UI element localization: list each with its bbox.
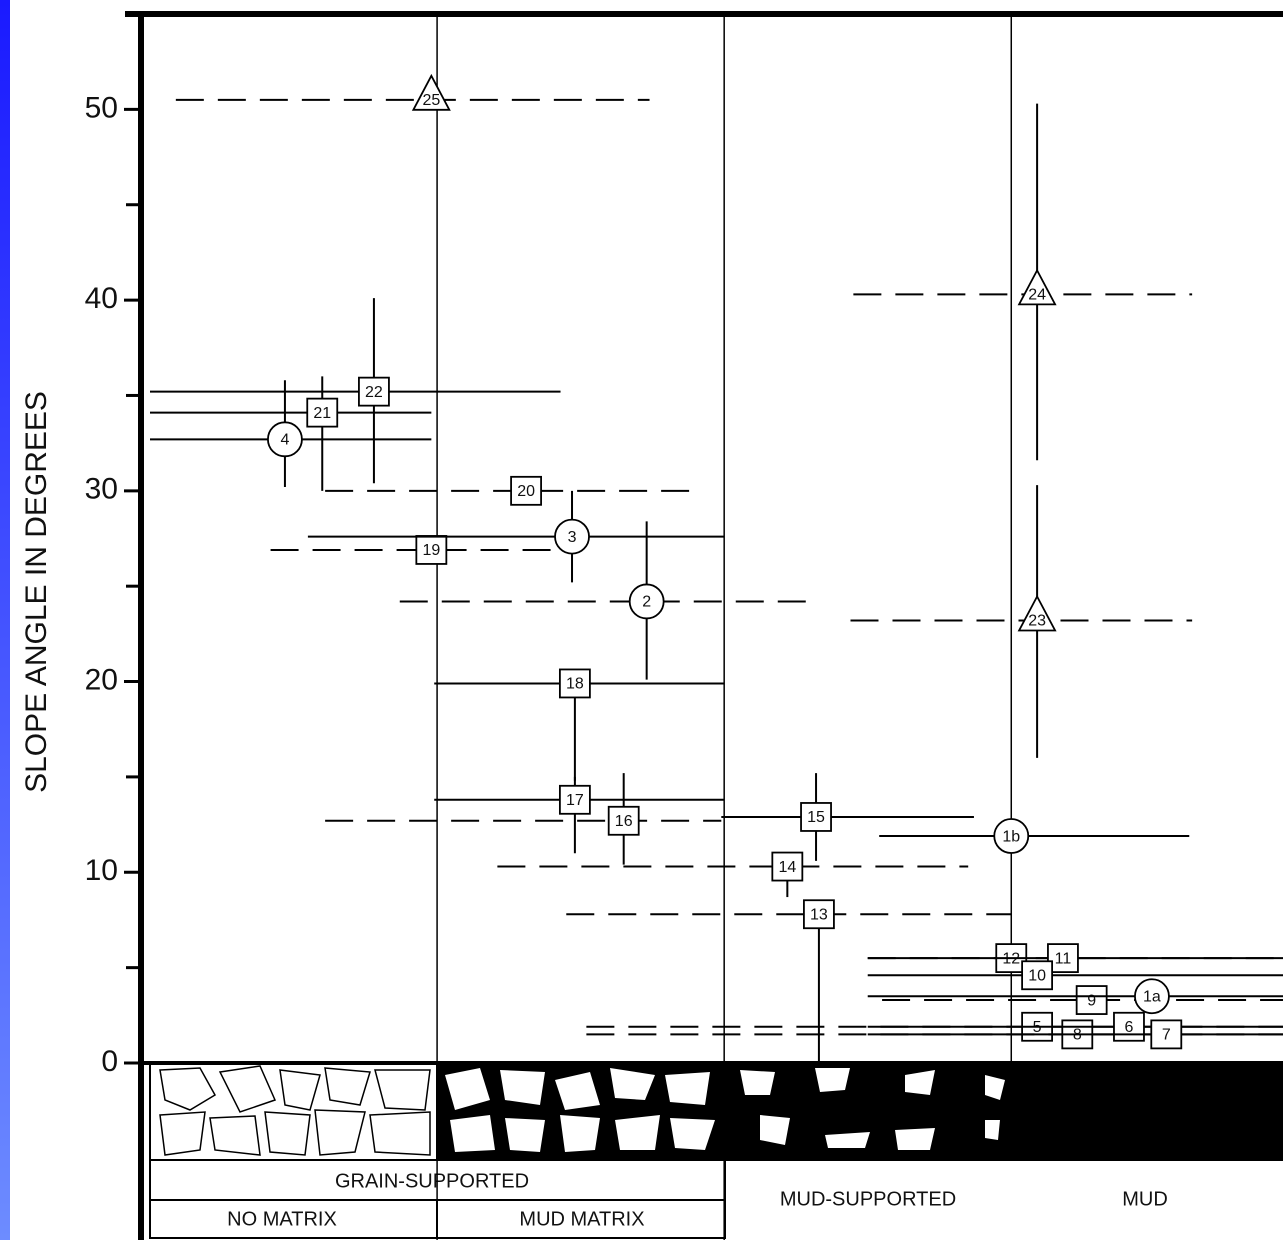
point-label: 2 <box>642 594 651 611</box>
point-label: 19 <box>422 542 440 559</box>
point-label: 25 <box>422 92 440 109</box>
point-label: 10 <box>1028 967 1046 984</box>
point-label: 1a <box>1143 988 1161 1005</box>
column-label: MUD MATRIX <box>519 1208 644 1230</box>
point-label: 9 <box>1087 992 1096 1009</box>
y-tick-label: 30 <box>85 473 118 506</box>
point-label: 3 <box>568 529 577 546</box>
chart: GRAIN-SUPPORTED NO MATRIX MUD MATRIX MUD… <box>0 0 1283 1240</box>
column-label: MUD <box>1122 1188 1168 1210</box>
point-label: 14 <box>778 859 796 876</box>
point-label: 13 <box>810 906 828 923</box>
point-label: 20 <box>517 483 535 500</box>
point-label: 21 <box>313 405 331 422</box>
point-label: 22 <box>365 384 383 401</box>
point-label: 4 <box>280 432 289 449</box>
y-axis-label: SLOPE ANGLE IN DEGREES <box>20 391 53 793</box>
point-label: 23 <box>1028 613 1046 630</box>
point-label: 17 <box>566 792 584 809</box>
y-tick-label: 0 <box>101 1045 118 1078</box>
point-label: 1b <box>1002 828 1020 845</box>
y-tick-label: 20 <box>85 663 118 696</box>
y-tick-label: 10 <box>85 854 118 887</box>
point-label: 7 <box>1162 1027 1171 1044</box>
point-label: 15 <box>807 809 825 826</box>
column-label: MUD-SUPPORTED <box>780 1188 956 1210</box>
y-tick-label: 40 <box>85 282 118 315</box>
point-label: 18 <box>566 676 584 693</box>
edge-strip <box>0 0 10 1240</box>
point-label: 16 <box>615 813 633 830</box>
point-label: 24 <box>1028 287 1046 304</box>
y-tick-label: 50 <box>85 91 118 124</box>
column-label: NO MATRIX <box>227 1208 337 1230</box>
texture-strip <box>150 1063 1283 1160</box>
group-label: GRAIN-SUPPORTED <box>335 1170 529 1192</box>
point-label: 11 <box>1055 950 1072 967</box>
